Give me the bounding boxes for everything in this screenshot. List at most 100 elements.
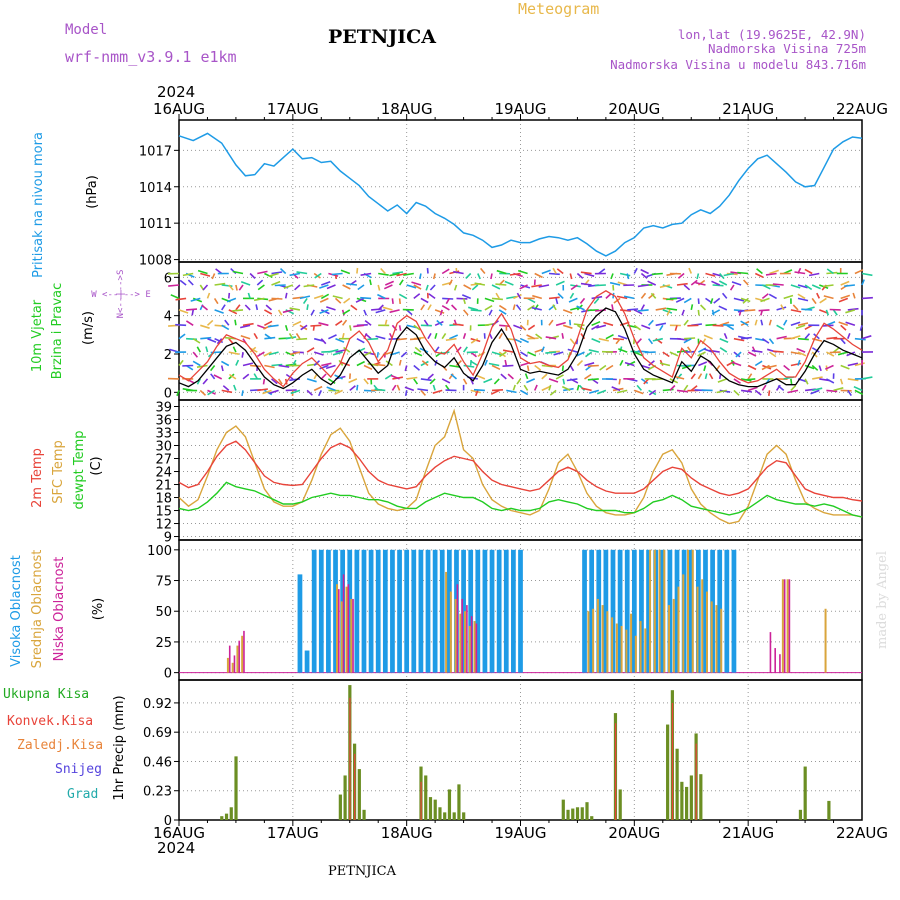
wind-barb-field <box>167 267 874 397</box>
wind-barb <box>253 373 258 380</box>
wind-barb <box>296 337 308 341</box>
mid-cloud-bar <box>639 621 642 673</box>
wind-barb <box>703 348 713 353</box>
wind-barb <box>289 351 301 356</box>
wind-barb <box>299 295 311 300</box>
y-tick-label: 0.92 <box>143 697 172 712</box>
y-tick-label: 18 <box>155 492 172 507</box>
wind-barb <box>255 304 259 311</box>
wind-barb <box>747 386 758 392</box>
wind-barb <box>202 284 209 291</box>
high-cloud-bar <box>731 549 737 673</box>
wind-barb <box>541 385 551 392</box>
wind-barb <box>697 298 700 304</box>
wind-barb <box>263 351 272 357</box>
high-cloud-bar <box>347 549 353 673</box>
high-cloud-bar <box>518 549 523 673</box>
total-precip-bar <box>229 807 233 820</box>
wind-barb <box>398 279 404 286</box>
wind-barb <box>818 365 822 372</box>
wind-barb <box>826 336 838 340</box>
wind-barb <box>321 281 331 286</box>
wind-barb <box>340 269 351 275</box>
wind-barb <box>356 360 365 367</box>
conv-precip-bar <box>614 723 617 820</box>
mid-cloud-bar <box>653 549 656 673</box>
wind-barb <box>713 297 721 304</box>
wind-barb <box>413 293 421 300</box>
wind-barb <box>477 273 481 280</box>
wind-barb <box>615 338 621 345</box>
high-cloud-bar <box>375 549 381 673</box>
wind-barb <box>662 351 670 358</box>
wind-barb <box>302 297 308 305</box>
wind-barb <box>470 338 479 344</box>
wind-barb <box>845 321 856 327</box>
wind-barb <box>705 272 716 277</box>
wind-barb <box>674 325 678 331</box>
y-tick-label: 1008 <box>139 254 172 269</box>
wind-barb <box>710 298 714 305</box>
y-tick-label: 9 <box>164 531 172 546</box>
wind-barb <box>847 333 851 339</box>
wind-barb <box>484 305 493 311</box>
wind-barb <box>561 333 564 339</box>
wind-barb <box>840 338 846 345</box>
wind-barb <box>306 304 309 311</box>
wind-barb <box>235 284 238 291</box>
wind-barb <box>427 304 432 311</box>
low-cloud-bar <box>342 574 345 673</box>
total-precip-bar <box>803 766 807 820</box>
wind-barb <box>690 304 694 311</box>
wind-barb <box>326 386 336 392</box>
wind-barb <box>477 351 486 357</box>
wind-barb <box>504 280 514 286</box>
wind-barb <box>187 279 194 286</box>
wind-barb <box>555 374 564 380</box>
wind-barb <box>228 292 231 299</box>
wind-barb <box>569 365 575 372</box>
cloud-unit-label: (%) <box>91 598 106 621</box>
wind-barb <box>686 346 692 353</box>
wind-barb <box>264 309 273 315</box>
wind-barb <box>413 351 423 357</box>
wind-barb <box>777 385 785 392</box>
high-cloud-bar <box>703 549 708 673</box>
high-cloud-bar <box>639 549 644 673</box>
mid-cloud-bar <box>786 579 789 673</box>
wind-side-label-2: Brzina i Pravac <box>50 283 65 380</box>
low-cloud-bar <box>338 589 340 673</box>
wind-barb <box>350 304 358 311</box>
wind-barb <box>520 337 529 344</box>
wind-barb <box>434 309 445 314</box>
wind-barb <box>332 351 343 356</box>
mid-cloud-bar <box>449 591 452 673</box>
y-tick-label: 0 <box>164 386 172 401</box>
wind-barb <box>436 319 443 326</box>
mid-cloud-bar <box>672 598 675 673</box>
wind-barb <box>256 351 265 357</box>
wind-barb <box>398 293 408 300</box>
wind-barb <box>470 309 482 312</box>
y-tick-label: 6 <box>164 271 172 286</box>
wind-barb <box>605 333 614 340</box>
wind-barb <box>675 297 685 303</box>
total-precip-bar <box>338 794 342 820</box>
wind-barb <box>822 284 834 288</box>
wind-barb <box>527 351 537 357</box>
low-cloud-bar <box>470 616 473 673</box>
wind-barb <box>232 309 244 312</box>
wind-barb <box>711 280 721 286</box>
wind-barb <box>684 337 696 340</box>
wind-barb <box>616 295 628 300</box>
wind-barb <box>762 284 771 290</box>
high-cloud-bar <box>724 549 730 673</box>
wind-barb <box>202 378 209 385</box>
wind-barb <box>676 337 688 341</box>
wind-barb <box>413 378 419 385</box>
total-precip-bar <box>590 816 594 820</box>
high-cloud-bar <box>390 549 395 673</box>
wind-barb <box>718 305 728 311</box>
coords-label: lon,lat (19.9625E, 42.9N) <box>678 27 866 42</box>
wind-barb <box>285 363 297 367</box>
